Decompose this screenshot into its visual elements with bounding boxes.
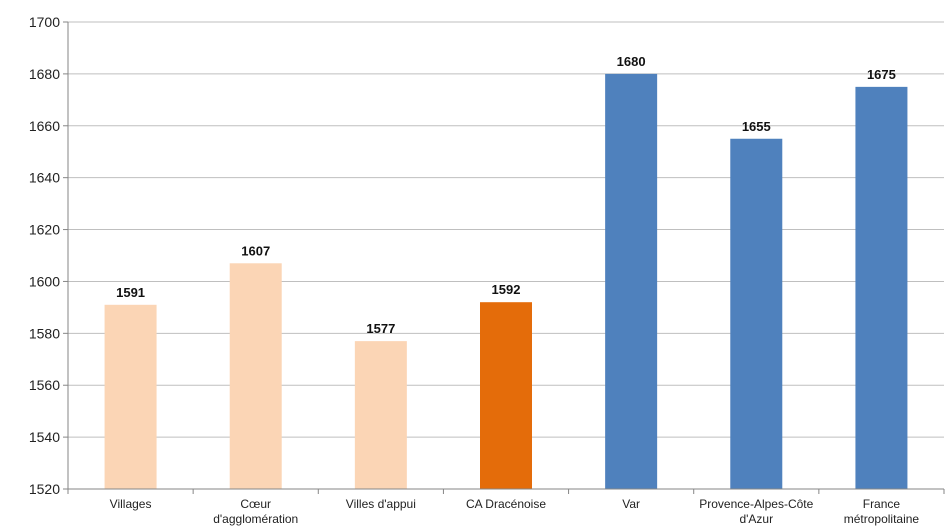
x-category-label-line: métropolitaine bbox=[844, 512, 920, 526]
x-category-label-line: d'agglomération bbox=[213, 512, 298, 526]
axes bbox=[63, 21, 945, 494]
value-label: 1655 bbox=[742, 119, 771, 134]
x-category-label: Var bbox=[622, 497, 640, 511]
x-category-label: Provence-Alpes-Côte d'Azur bbox=[699, 497, 813, 526]
bar bbox=[354, 341, 407, 489]
x-category-label: Villages bbox=[110, 497, 152, 511]
x-category-label: Villes d'appui bbox=[346, 497, 416, 511]
bar bbox=[104, 304, 157, 489]
x-category-label-line: Var bbox=[622, 497, 640, 511]
y-tick-labels: 1520 1540 1560 1580 1600 1620 1640 1660 1680 1700 bbox=[29, 14, 60, 497]
y-tick-label: 1660 bbox=[29, 118, 60, 134]
y-tick-label: 1520 bbox=[29, 481, 60, 497]
x-category-label: CA Dracénoise bbox=[466, 497, 546, 511]
bar bbox=[480, 302, 532, 489]
y-tick-label: 1620 bbox=[29, 222, 60, 238]
x-category-label-line: Villages bbox=[110, 497, 152, 511]
gridlines bbox=[68, 21, 944, 438]
x-category-label-line: CA Dracénoise bbox=[466, 497, 546, 511]
x-category-label-line: Cœur bbox=[240, 497, 271, 511]
x-category-label-line: d'Azur bbox=[739, 512, 773, 526]
y-tick-label: 1580 bbox=[29, 325, 60, 341]
y-tick-label: 1700 bbox=[29, 14, 60, 30]
bars bbox=[104, 73, 908, 489]
x-category-label: Cœur d'agglomération bbox=[213, 497, 298, 526]
value-label: 1591 bbox=[116, 285, 145, 300]
y-tick-label: 1680 bbox=[29, 66, 60, 82]
value-label: 1680 bbox=[617, 54, 646, 69]
y-tick-label: 1540 bbox=[29, 429, 60, 445]
value-label: 1577 bbox=[366, 321, 395, 336]
y-tick-label: 1600 bbox=[29, 273, 60, 289]
bar bbox=[730, 138, 783, 489]
x-category-label-line: Villes d'appui bbox=[346, 497, 416, 511]
bar bbox=[605, 73, 658, 489]
value-label: 1592 bbox=[492, 282, 521, 297]
x-category-label: France métropolitaine bbox=[844, 497, 920, 526]
y-tick-label: 1560 bbox=[29, 377, 60, 393]
x-category-label-line: Provence-Alpes-Côte bbox=[699, 497, 813, 511]
value-label: 1675 bbox=[867, 67, 896, 82]
y-tick-label: 1640 bbox=[29, 170, 60, 186]
value-labels: 1591 1607 1577 1592 1680 1655 1675 bbox=[116, 54, 896, 336]
x-category-labels: Villages Cœur d'agglomération Villes d'appu… bbox=[110, 497, 920, 526]
bar bbox=[229, 263, 282, 489]
x-category-label-line: France bbox=[863, 497, 901, 511]
bar bbox=[855, 86, 908, 489]
value-label: 1607 bbox=[241, 243, 270, 258]
